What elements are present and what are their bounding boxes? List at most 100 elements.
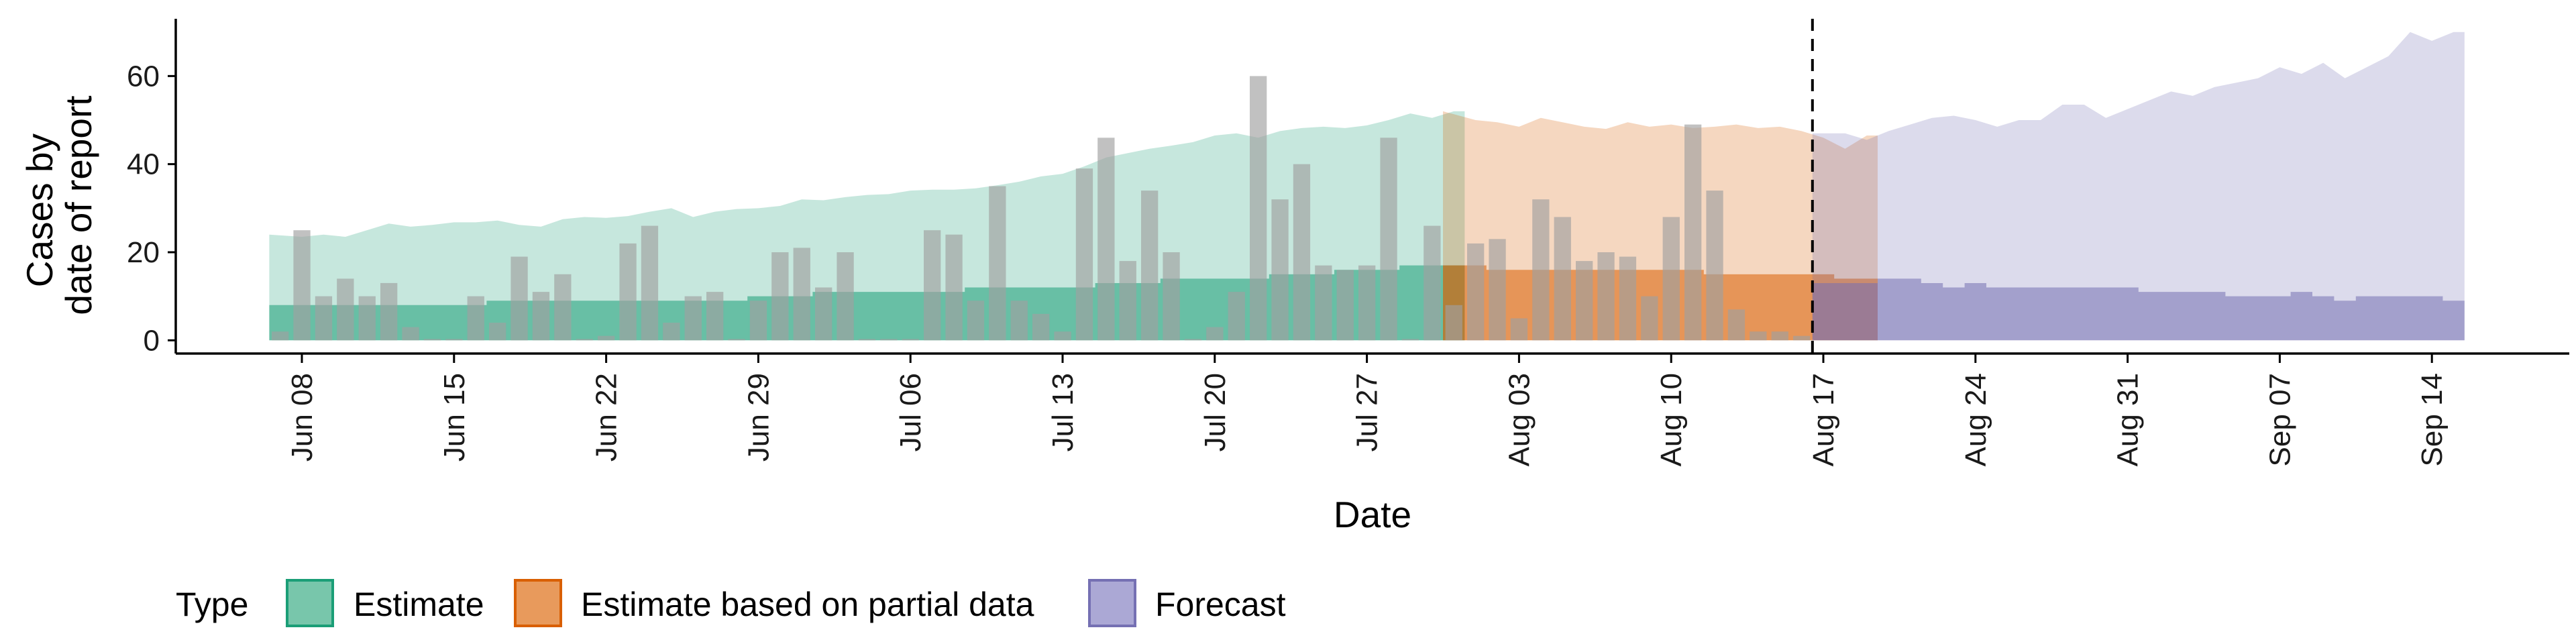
axes	[174, 19, 2569, 355]
reported-case-bar	[1554, 217, 1571, 341]
reported-case-bar	[598, 335, 615, 341]
x-ticks: Jun 08 Jun 15 Jun 22 Jun 29 Jul 06 Jul 13 Jul …	[286, 354, 2449, 466]
reported-case-bar	[1532, 199, 1550, 341]
y-ticks: 0 20 40 60	[127, 60, 176, 357]
x-tick-label: Sep 14	[2416, 373, 2449, 466]
reported-case-bar	[1750, 331, 1767, 341]
reported-case-bar	[1315, 265, 1332, 341]
legend-key-estimate-partial	[514, 579, 562, 627]
reported-case-bar	[423, 339, 441, 341]
legend-key-forecast	[1088, 579, 1136, 627]
reported-case-bar	[532, 292, 550, 341]
reported-case-bar	[315, 296, 333, 341]
reported-case-bar	[1206, 327, 1224, 341]
x-tick-label: Sep 07	[2263, 373, 2296, 466]
reported-case-bar	[1467, 243, 1485, 341]
reported-case-bar	[1445, 305, 1462, 341]
reported-case-bar	[1228, 292, 1245, 341]
reported-case-bar	[1684, 124, 1702, 341]
reported-case-bar	[1010, 301, 1028, 341]
reported-case-bar	[945, 234, 963, 341]
legend-label-estimate: Estimate	[354, 586, 484, 623]
reported-case-bar	[1163, 252, 1180, 341]
reported-cases-bars	[272, 76, 1811, 341]
reported-case-bar	[445, 339, 463, 341]
reported-case-bar	[1141, 191, 1159, 341]
reported-case-bar	[1424, 225, 1441, 341]
y-axis-title-line-1: Cases by	[19, 133, 60, 288]
x-tick-label: Aug 31	[2112, 373, 2145, 466]
reported-case-bar	[1706, 191, 1723, 341]
reported-case-bar	[641, 225, 659, 341]
y-axis-title: Cases by date of report	[19, 95, 99, 315]
reported-case-bar	[511, 256, 528, 341]
x-tick-label: Jul 27	[1351, 373, 1384, 451]
reported-case-bar	[1054, 331, 1071, 341]
reported-case-bar	[1771, 331, 1788, 341]
reported-case-bar	[1489, 239, 1506, 341]
reported-case-bar	[728, 339, 745, 341]
y-tick-label: 20	[127, 236, 160, 269]
reported-case-bar	[619, 243, 637, 341]
reported-case-bar	[1662, 217, 1680, 341]
reported-case-bar	[293, 230, 311, 341]
reported-case-bar	[706, 292, 724, 341]
x-tick-label: Aug 24	[1960, 373, 1992, 466]
reported-case-bar	[684, 296, 702, 341]
legend-title: Type	[176, 586, 248, 623]
reported-case-bar	[1401, 339, 1419, 341]
reported-case-bar	[1641, 296, 1658, 341]
reported-case-bar	[1793, 335, 1811, 341]
reported-case-bar	[1097, 138, 1115, 341]
reported-case-bar	[1336, 270, 1354, 341]
band-inner-estimate-based-on-partial-data	[1443, 265, 1878, 341]
x-tick-label: Aug 10	[1655, 373, 1688, 466]
band-inner-forecast	[1812, 278, 2465, 341]
reported-case-bar	[1293, 164, 1311, 341]
reported-case-bar	[1510, 318, 1528, 341]
reported-case-bar	[402, 327, 419, 341]
band-outer-forecast	[1812, 32, 2465, 341]
reported-case-bar	[1032, 313, 1050, 341]
reported-case-bar	[837, 252, 854, 341]
reported-case-bar	[1119, 261, 1136, 341]
reported-case-bar	[902, 339, 919, 341]
x-axis-title: Date	[1334, 494, 1411, 535]
reported-case-bar	[663, 323, 680, 341]
reported-case-bar	[989, 186, 1006, 341]
x-tick-label: Aug 03	[1503, 373, 1536, 466]
reported-case-bar	[815, 287, 833, 341]
legend-key-estimate	[286, 579, 334, 627]
y-tick-label: 60	[127, 60, 160, 93]
x-tick-label: Jun 15	[438, 373, 471, 462]
reported-case-bar	[554, 274, 572, 341]
reported-case-bar	[1271, 199, 1289, 341]
reported-case-bar	[576, 339, 593, 341]
reported-case-bar	[858, 339, 876, 341]
reported-case-bar	[1727, 309, 1746, 341]
legend-label-estimate-partial: Estimate based on partial data	[581, 586, 1034, 623]
x-tick-label: Jul 06	[894, 373, 927, 451]
reported-case-bar	[380, 282, 398, 341]
legend: Type Estimate Estimate based on partial …	[176, 579, 1286, 627]
x-tick-label: Jul 13	[1046, 373, 1079, 451]
reported-case-bar	[467, 296, 484, 341]
reported-case-bar	[358, 296, 376, 341]
y-axis-title-line-2: date of report	[58, 95, 99, 315]
reported-case-bar	[1380, 138, 1397, 341]
reported-case-bar	[1619, 256, 1637, 341]
reported-case-bar	[272, 331, 289, 341]
reported-case-bar	[1597, 252, 1615, 341]
x-tick-label: Jun 22	[590, 373, 623, 462]
x-tick-label: Jun 08	[286, 373, 319, 462]
y-tick-label: 40	[127, 148, 160, 181]
reported-case-bar	[924, 230, 941, 341]
reported-case-bar	[1075, 168, 1093, 341]
reported-case-bar	[1358, 265, 1376, 341]
reported-case-bar	[771, 252, 789, 341]
reported-case-bar	[749, 301, 767, 341]
reported-case-bar	[793, 248, 810, 341]
x-tick-label: Jul 20	[1199, 373, 1232, 451]
reported-case-bar	[1250, 76, 1267, 341]
